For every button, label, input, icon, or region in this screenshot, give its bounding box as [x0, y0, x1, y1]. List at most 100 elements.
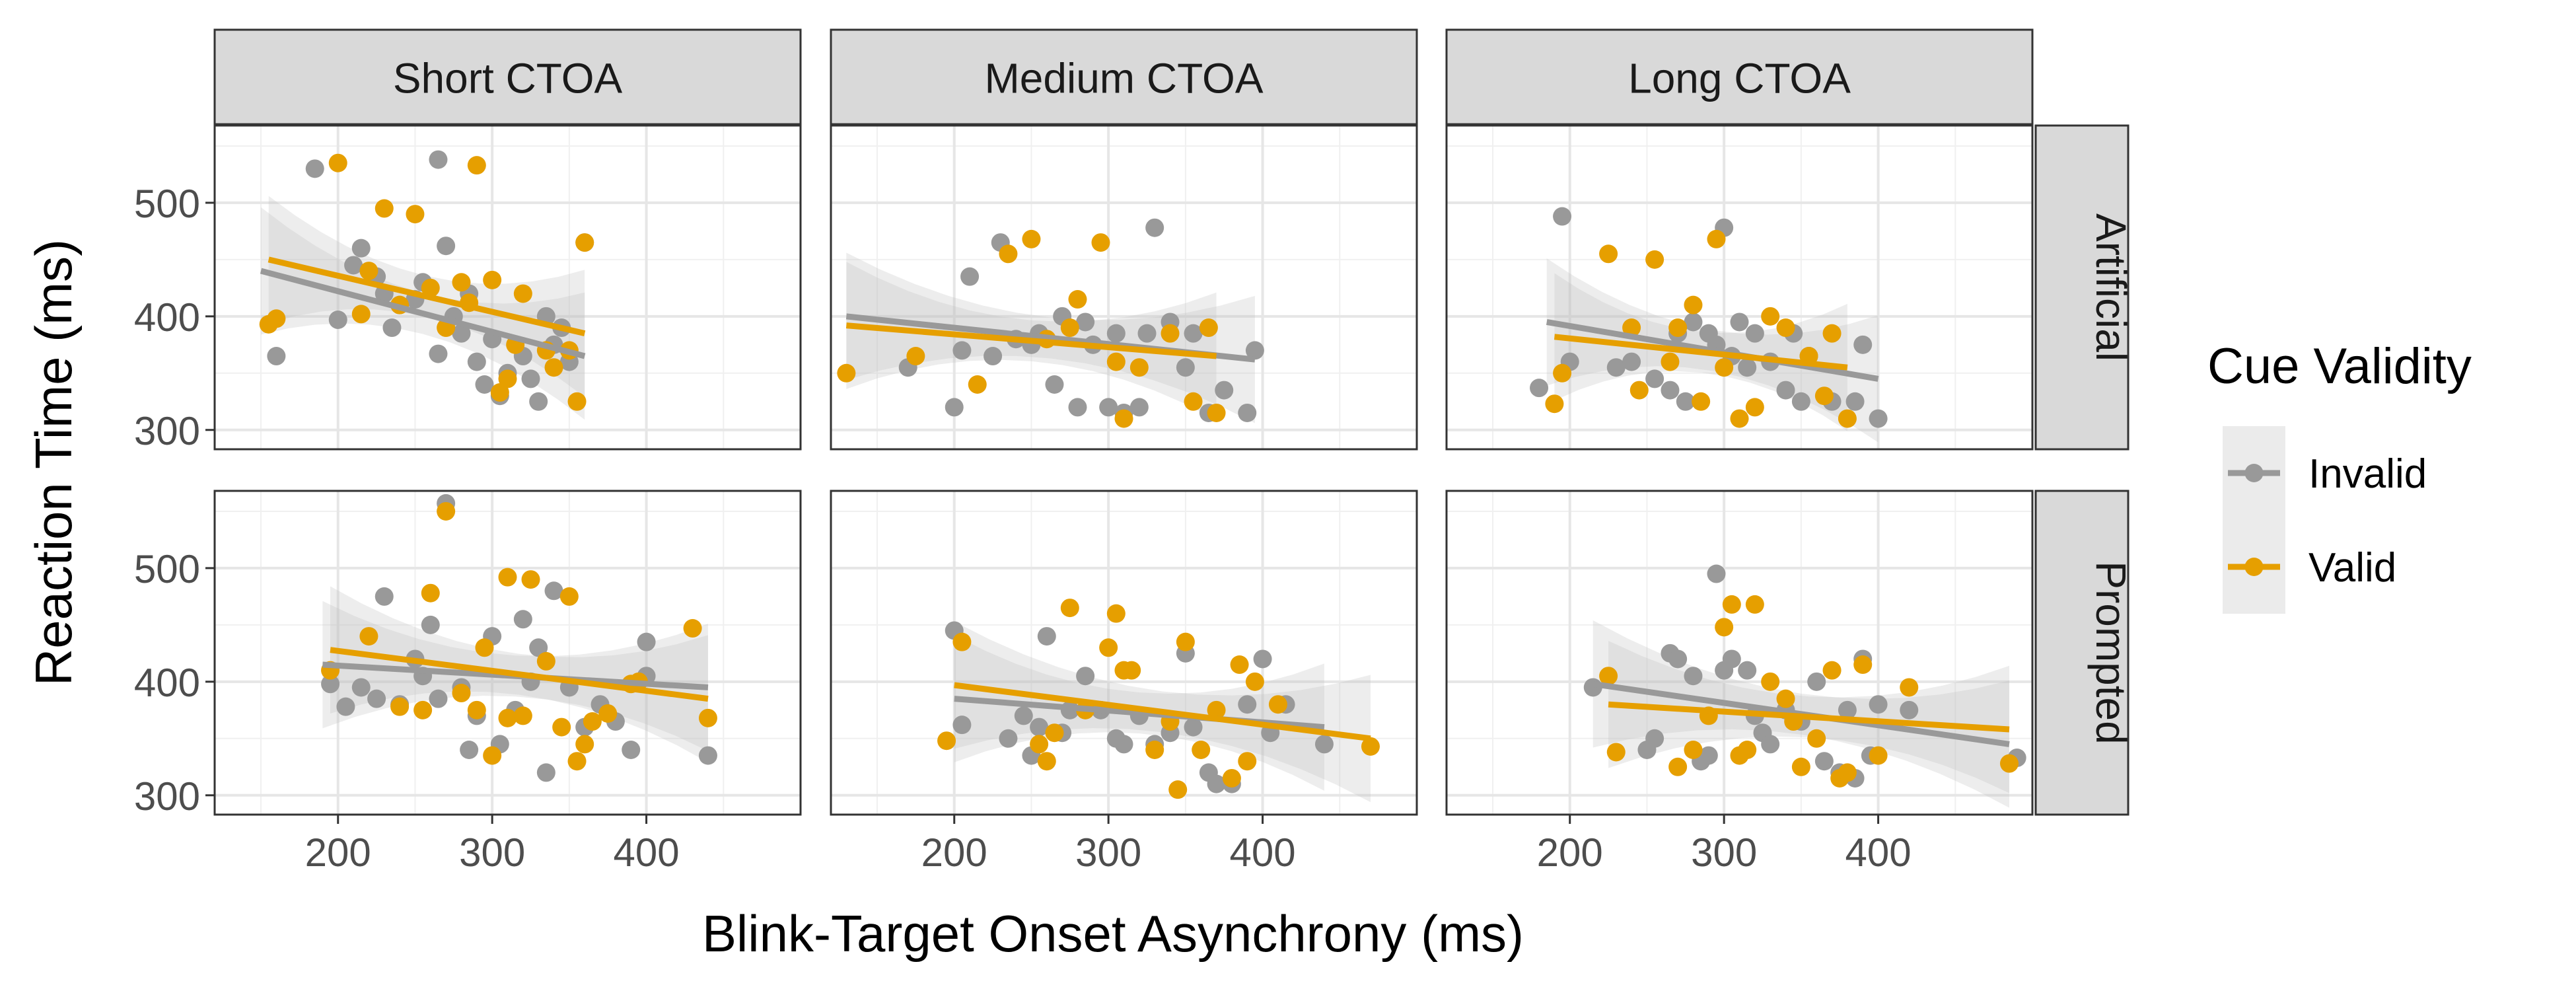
point-invalid — [945, 398, 964, 417]
point-valid — [1715, 618, 1734, 637]
point-valid — [1022, 229, 1041, 248]
y-tick-label: 400 — [134, 295, 200, 340]
point-invalid — [452, 324, 471, 343]
point-valid — [1629, 381, 1649, 400]
point-valid — [406, 205, 425, 224]
x-tick-label: 200 — [1537, 830, 1603, 875]
point-valid — [567, 392, 587, 411]
point-valid — [1622, 318, 1641, 338]
point-valid — [1761, 307, 1780, 326]
point-invalid — [1869, 695, 1888, 714]
point-valid — [513, 706, 532, 725]
point-invalid — [1707, 564, 1726, 583]
point-invalid — [1076, 312, 1095, 332]
point-invalid — [421, 615, 440, 634]
legend-entry-invalid: Invalid — [2223, 426, 2427, 520]
x-axis-title: Blink-Target Onset Asynchrony (ms) — [702, 904, 1524, 963]
point-valid — [359, 627, 378, 646]
point-valid — [1738, 741, 1757, 759]
x-tick-label: 200 — [921, 830, 987, 875]
point-invalid — [351, 678, 371, 697]
point-invalid — [1606, 358, 1626, 377]
point-invalid — [1622, 352, 1641, 371]
facet-strip-col-2: Long CTOA — [1445, 28, 2034, 126]
point-valid — [1045, 723, 1064, 743]
point-valid — [475, 638, 494, 657]
point-valid — [1730, 409, 1749, 428]
facet-strip-label: Long CTOA — [1628, 55, 1851, 102]
y-tick-label: 500 — [134, 182, 200, 226]
point-invalid — [1253, 649, 1272, 669]
x-tick-label: 400 — [1230, 830, 1296, 875]
point-valid — [968, 375, 987, 394]
point-valid — [521, 570, 540, 589]
point-invalid — [1684, 312, 1703, 332]
point-valid — [1853, 655, 1873, 675]
panel-background — [831, 126, 1417, 449]
facet-strip-col-1: Medium CTOA — [830, 28, 1418, 126]
point-valid — [1553, 363, 1572, 383]
point-valid — [467, 700, 486, 719]
point-invalid — [698, 746, 717, 765]
point-valid — [937, 731, 956, 751]
point-valid — [1199, 318, 1218, 338]
y-tick-label: 300 — [134, 774, 200, 819]
panel-0-2 — [1445, 124, 2034, 451]
y-tick-label: 300 — [134, 409, 200, 453]
point-invalid — [1045, 375, 1064, 394]
point-valid — [1761, 672, 1780, 691]
point-invalid — [1176, 358, 1195, 377]
point-valid — [1207, 403, 1226, 422]
point-invalid — [1676, 392, 1695, 411]
point-invalid — [1014, 706, 1033, 725]
point-valid — [498, 568, 517, 587]
point-invalid — [1129, 398, 1149, 417]
point-valid — [452, 273, 471, 292]
point-valid — [351, 305, 371, 324]
facet-strip-label: Prompted — [2087, 561, 2135, 744]
point-invalid — [622, 741, 641, 759]
point-valid — [1776, 689, 1795, 708]
point-valid — [1030, 735, 1049, 754]
legend-key-point — [2244, 558, 2264, 576]
panel-border — [1445, 124, 2034, 451]
point-invalid — [1845, 392, 1865, 411]
point-valid — [498, 708, 517, 727]
point-valid — [413, 700, 433, 719]
point-valid — [513, 284, 532, 303]
point-valid — [1599, 667, 1618, 686]
point-invalid — [960, 267, 980, 286]
point-valid — [1745, 595, 1764, 614]
legend-title: Cue Validity — [2207, 338, 2472, 394]
point-valid — [575, 233, 594, 252]
point-valid — [467, 156, 486, 175]
fit-line-valid — [954, 682, 1371, 742]
fit-line-valid — [330, 647, 709, 702]
point-invalid — [1076, 667, 1095, 686]
point-valid — [536, 651, 555, 671]
point-invalid — [1838, 700, 1857, 719]
point-invalid — [1814, 752, 1834, 771]
point-valid — [698, 708, 717, 727]
point-invalid — [1037, 627, 1056, 646]
point-invalid — [529, 638, 548, 657]
point-valid — [1122, 661, 1141, 680]
fit-line-invalid — [260, 268, 586, 359]
facet-strip-label: Medium CTOA — [984, 55, 1263, 102]
point-invalid — [321, 675, 340, 694]
point-valid — [1268, 695, 1287, 714]
point-valid — [483, 270, 502, 289]
point-invalid — [999, 729, 1018, 748]
point-valid — [559, 587, 579, 606]
point-invalid — [344, 256, 363, 275]
point-valid — [452, 684, 471, 703]
point-invalid — [1776, 381, 1795, 400]
point-valid — [1176, 632, 1195, 651]
point-valid — [1168, 780, 1188, 799]
point-valid — [1106, 352, 1126, 371]
point-invalid — [1869, 409, 1888, 428]
point-invalid — [1068, 398, 1087, 417]
point-invalid — [1314, 735, 1334, 754]
panel-border — [213, 490, 802, 816]
